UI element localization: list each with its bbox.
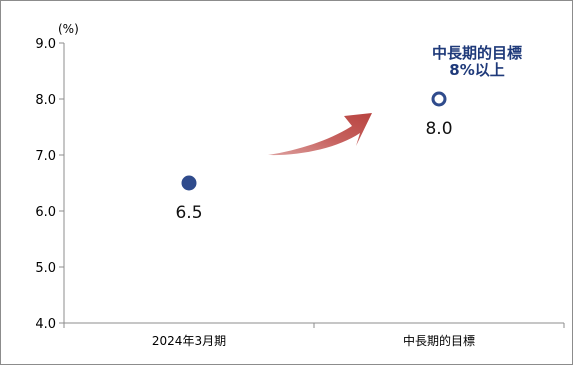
growth-arrow (268, 113, 372, 156)
y-tick-label: 4.0 (35, 317, 56, 332)
y-tick-label: 6.0 (35, 205, 56, 220)
y-tick-label: 9.0 (35, 37, 56, 52)
data-value-label: 8.0 (425, 119, 452, 139)
y-tick-label: 5.0 (35, 261, 56, 276)
y-tick-label: 8.0 (35, 93, 56, 108)
data-point-target (431, 91, 447, 107)
x-category-label: 2024年3月期 (152, 334, 226, 348)
y-tick-label: 7.0 (35, 149, 56, 164)
y-axis-unit-label: (%) (58, 22, 79, 36)
target-annotation-line1: 中長期的目標 (432, 44, 522, 62)
x-category-label: 中長期的目標 (403, 333, 475, 348)
data-value-label: 6.5 (175, 203, 202, 223)
target-annotation-line2: 8%以上 (449, 61, 504, 79)
data-point-actual (181, 175, 197, 191)
